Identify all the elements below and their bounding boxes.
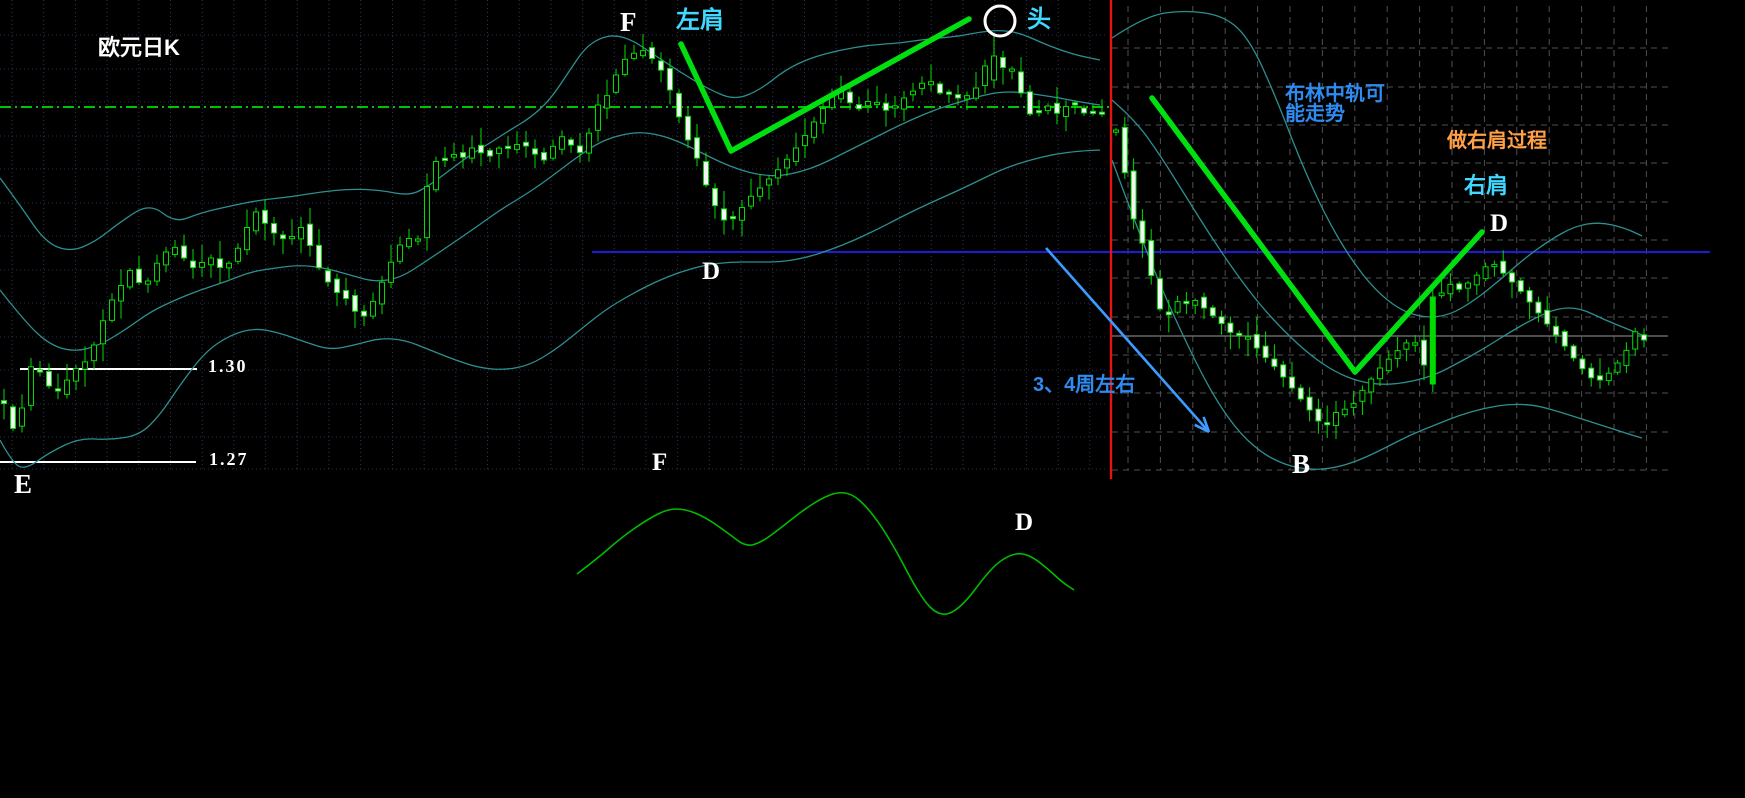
- blue-arrow-layer: [1045, 247, 1211, 434]
- bollinger-upper-band: [0, 29, 1101, 251]
- freehand-curve-layer: [576, 491, 1075, 615]
- bollinger-upper-band: [1111, 10, 1643, 318]
- bollinger-lower-band: [0, 149, 1101, 468]
- level-lines-layer: [0, 106, 1710, 463]
- head-circle: [983, 4, 1017, 38]
- down-arrow: [1045, 247, 1210, 433]
- grid-layer: [0, 0, 1668, 471]
- bollinger-middle-band: [0, 91, 1101, 351]
- trendlines-layer: [678, 16, 1485, 375]
- candles-layer: [1, 33, 1647, 440]
- freehand-projection-curve: [576, 491, 1075, 615]
- head-circle-layer: [983, 4, 1017, 38]
- bollinger-lower-band: [1111, 159, 1643, 470]
- bollinger-middle-band: [1111, 99, 1643, 385]
- left-shoulder-v: [678, 16, 972, 154]
- right-shoulder-v: [1149, 95, 1485, 375]
